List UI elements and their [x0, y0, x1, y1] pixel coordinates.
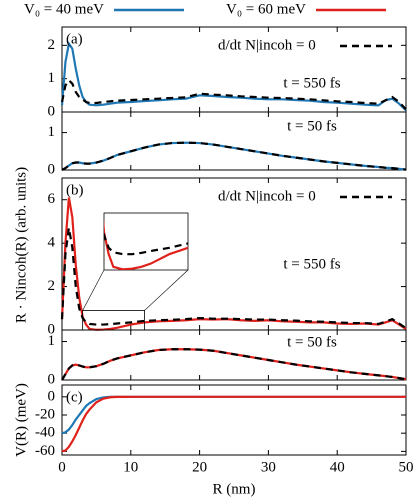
time-label: t = 550 fs	[283, 75, 340, 91]
y-tick-label: 0	[48, 321, 56, 337]
x-tick-label: 40	[330, 459, 345, 475]
dashed-line	[60, 78, 407, 111]
inset-frame	[103, 212, 189, 271]
time-label: t = 50 fs	[287, 334, 337, 350]
x-tick-label: 30	[261, 459, 276, 475]
y-tick-label: 2	[48, 37, 56, 53]
y-tick-label: 6	[48, 191, 56, 207]
legend-label: V₀ = 40 meV	[24, 1, 104, 17]
panel-label: (c)	[66, 389, 83, 405]
x-tick-label: 0	[58, 459, 66, 475]
time-label: t = 50 fs	[287, 118, 337, 134]
panel-frame	[61, 384, 407, 456]
dashed-line	[60, 227, 407, 330]
y-tick-label: -40	[35, 425, 55, 441]
panel-label: (b)	[66, 182, 84, 198]
y-tick-label: 4	[48, 235, 56, 251]
y-tick-label: -60	[35, 443, 55, 459]
connector	[82, 269, 105, 311]
time-label: t = 550 fs	[283, 256, 340, 272]
dashed-line	[61, 141, 407, 171]
x-tick-label: 50	[399, 459, 414, 475]
legend-label: d/dt N|incoh = 0	[218, 188, 316, 204]
legend-label: d/dt N|incoh = 0	[218, 37, 316, 53]
y-tick-label: 2	[48, 278, 56, 294]
y-tick-label: 1	[48, 333, 56, 349]
panel-frame	[61, 111, 407, 171]
y-axis-label: R · Nincoh(R) (arb. units)	[13, 167, 29, 323]
y-tick-label: 0	[48, 161, 56, 177]
legend-label: V₀ = 60 meV	[226, 1, 306, 17]
zoom-box	[82, 310, 145, 331]
line	[61, 141, 407, 171]
y-axis-label: V(R) (meV)	[13, 383, 29, 457]
line	[61, 395, 406, 435]
x-axis-label: R (nm)	[213, 481, 256, 497]
line	[61, 395, 406, 453]
dashed-line	[61, 348, 407, 381]
line	[60, 40, 407, 112]
panel-frame	[61, 329, 407, 381]
x-tick-label: 20	[192, 459, 207, 475]
panel-label: (a)	[66, 31, 83, 47]
y-tick-label: 0	[48, 371, 56, 387]
connector	[144, 269, 189, 311]
y-tick-label: 0	[48, 388, 56, 404]
x-tick-label: 10	[123, 459, 138, 475]
y-tick-label: 0	[48, 103, 56, 119]
y-tick-label: -20	[35, 406, 55, 422]
y-tick-label: 1	[48, 124, 56, 140]
y-tick-label: 1	[48, 70, 56, 86]
